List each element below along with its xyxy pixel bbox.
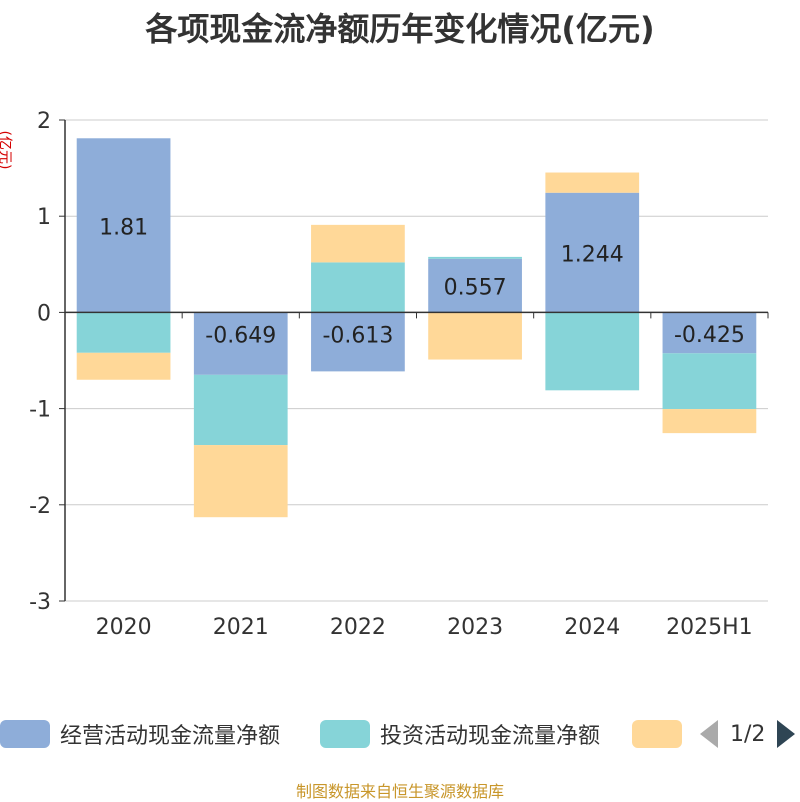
legend-next-arrow-icon[interactable] <box>777 720 796 748</box>
data-label: 1.81 <box>99 215 148 240</box>
data-labels: 1.81 -0.649 -0.613 0.557 1.244 -0.425 <box>99 215 745 348</box>
bar-2020-series-0 <box>76 138 171 313</box>
bar-2023-series-2 <box>428 312 522 360</box>
bar-2025H1-series-2 <box>662 409 757 434</box>
y-tick-label: -3 <box>29 590 51 615</box>
legend-swatch-investing <box>320 720 370 748</box>
legend-item-investing[interactable]: 投资活动现金流量净额 <box>320 714 600 754</box>
legend: 经营活动现金流量净额 投资活动现金流量净额 1/2 <box>0 714 800 754</box>
bar-2024-series-1 <box>545 312 640 391</box>
x-tick-label: 2024 <box>564 615 620 640</box>
x-tick-label: 2025H1 <box>666 615 753 640</box>
y-tick-label: -2 <box>29 494 51 519</box>
bar-2021-series-2 <box>193 445 288 518</box>
legend-label-investing: 投资活动现金流量净额 <box>380 724 601 749</box>
x-tick-label: 2021 <box>213 615 269 640</box>
y-tick-label: 0 <box>37 301 51 326</box>
data-label: -0.613 <box>322 323 393 348</box>
y-tick-label: -1 <box>29 398 51 423</box>
data-label: -0.425 <box>674 323 745 348</box>
grid-lines <box>65 119 768 602</box>
bar-2020-series-1 <box>76 312 171 353</box>
bar-2024-series-0 <box>545 192 640 313</box>
legend-label-operating: 经营活动现金流量净额 <box>60 724 281 749</box>
legend-page-indicator: 1/2 <box>730 721 766 747</box>
bar-2021-series-1 <box>193 374 288 446</box>
legend-prev-arrow-icon[interactable] <box>700 720 718 748</box>
bar-2023-series-0 <box>428 258 522 313</box>
bar-2022-series-0 <box>311 312 405 372</box>
legend-pager: 1/2 <box>700 714 796 754</box>
legend-item-financing[interactable] <box>632 714 682 754</box>
data-source-note: 制图数据来自恒生聚源数据库 <box>295 782 504 801</box>
bars <box>76 138 757 518</box>
y-tick-label: 1 <box>37 205 51 230</box>
x-tick-label: 2023 <box>447 615 503 640</box>
bar-2022-series-1 <box>311 262 405 313</box>
bar-2022-series-2 <box>311 224 405 263</box>
data-label: 0.557 <box>444 276 507 301</box>
legend-swatch-operating <box>0 720 50 748</box>
bar-2023-series-1 <box>428 256 522 259</box>
x-tick-label: 2020 <box>96 615 152 640</box>
bar-2021-series-0 <box>193 312 288 375</box>
chart-title: 各项现金流净额历年变化情况(亿元) <box>145 10 655 48</box>
bar-2025H1-series-1 <box>662 353 757 410</box>
axes: 2 1 0 -1 -2 -3 2020 2021 2022 2023 2024 2025H1 <box>29 109 769 640</box>
bar-2024-series-2 <box>545 172 640 193</box>
legend-item-operating[interactable]: 经营活动现金流量净额 <box>0 714 280 754</box>
bar-2020-series-2 <box>76 352 171 380</box>
x-tick-label: 2022 <box>330 615 386 640</box>
bar-2025H1-series-0 <box>662 312 757 354</box>
y-tick-label: 2 <box>37 109 51 134</box>
legend-swatch-financing <box>632 720 682 748</box>
data-label: -0.649 <box>205 323 276 348</box>
data-label: 1.244 <box>561 243 624 268</box>
